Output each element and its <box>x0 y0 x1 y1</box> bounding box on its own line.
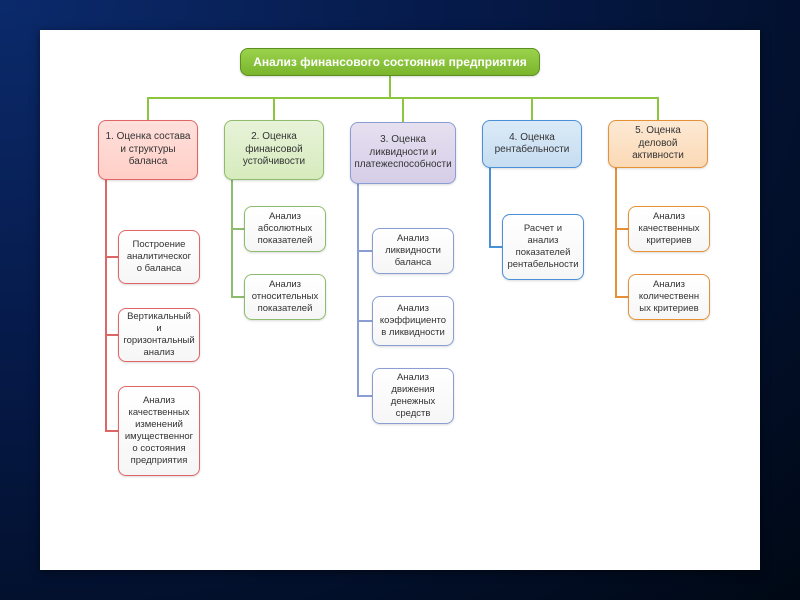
branch-1-child-3: Анализ качественных изменений имуществен… <box>118 386 200 476</box>
branch-1-child-2: Вертикальный и горизонтальный анализ <box>118 308 200 362</box>
branch-header-5: 5. Оценка деловой активности <box>608 120 708 168</box>
branch-3-child-1: Анализ ликвидности баланса <box>372 228 454 274</box>
branch-5-child-2: Анализ количественн ых критериев <box>628 274 710 320</box>
branch-2-child-2: Анализ относительных показателей <box>244 274 326 320</box>
root-title: Анализ финансового состояния предприятия <box>240 48 540 76</box>
branch-4-child-1: Расчет и анализ показателей рентабельнос… <box>502 214 584 280</box>
branch-1-child-1: Построение аналитическог о баланса <box>118 230 200 284</box>
branch-header-1: 1. Оценка состава и структуры баланса <box>98 120 198 180</box>
diagram-canvas: Анализ финансового состояния предприятия… <box>40 30 760 570</box>
branch-header-2: 2. Оценка финансовой устойчивости <box>224 120 324 180</box>
branch-3-child-3: Анализ движения денежных средств <box>372 368 454 424</box>
branch-3-child-2: Анализ коэффициенто в ликвидности <box>372 296 454 346</box>
branch-header-4: 4. Оценка рентабельности <box>482 120 582 168</box>
branch-2-child-1: Анализ абсолютных показателей <box>244 206 326 252</box>
branch-header-3: 3. Оценка ликвидности и платежеспособнос… <box>350 122 456 184</box>
branch-5-child-1: Анализ качественных критериев <box>628 206 710 252</box>
